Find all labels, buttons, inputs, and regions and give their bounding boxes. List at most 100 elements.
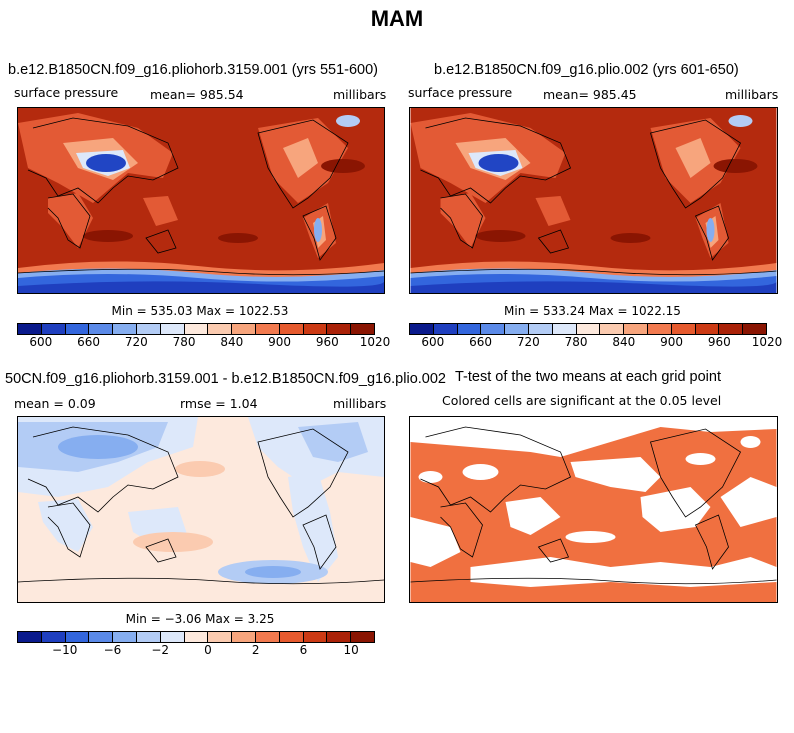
colorbar-swatch — [695, 324, 720, 334]
panel2-map-svg — [410, 108, 777, 293]
panel4-title: T-test of the two means at each grid poi… — [455, 369, 721, 385]
panel3-map — [17, 416, 385, 603]
panel2-units-label: millibars — [725, 87, 779, 102]
colorbar-tick-label: 660 — [77, 335, 101, 349]
panel3-colorbar-ticks: −10 −6 −2 0 2 6 10 — [17, 643, 375, 659]
colorbar-tick-label: 720 — [516, 335, 540, 349]
panel3-mean-label: mean = 0.09 — [14, 396, 96, 411]
colorbar-swatch — [647, 324, 672, 334]
colorbar-swatch — [303, 632, 328, 642]
colorbar-tick-label: −10 — [52, 643, 78, 657]
colorbar-swatch — [18, 324, 42, 334]
colorbar-swatch — [113, 632, 137, 642]
panel2-colorbar-swatches — [409, 323, 767, 335]
colorbar-tick-label: 10 — [343, 643, 359, 657]
panel4-map-svg — [410, 417, 777, 602]
colorbar-swatch — [327, 324, 352, 334]
colorbar-swatch — [719, 324, 744, 334]
colorbar-tick-label: 2 — [251, 643, 260, 657]
colorbar-tick-label: 600 — [421, 335, 445, 349]
colorbar-swatch — [351, 632, 374, 642]
colorbar-tick-label: 720 — [124, 335, 148, 349]
colorbar-swatch — [481, 324, 506, 334]
colorbar-tick-label: 900 — [268, 335, 291, 349]
colorbar-tick-label: 780 — [172, 335, 196, 349]
colorbar-tick-label: 660 — [469, 335, 493, 349]
colorbar-swatch — [184, 632, 209, 642]
panel2-colorbar-ticks: 600 660 720 780 840 900 960 1020 — [409, 335, 782, 351]
colorbar-tick-label: −6 — [103, 643, 122, 657]
colorbar-swatch — [576, 324, 601, 334]
panel1-colorbar-ticks: 600 660 720 780 840 900 960 1020 — [17, 335, 390, 351]
panel3-colorbar-swatches — [17, 631, 375, 643]
panel3-units-label: millibars — [333, 396, 387, 411]
colorbar-swatch — [41, 324, 66, 334]
colorbar-tick-label: −2 — [151, 643, 170, 657]
panel2-variable-label: surface pressure — [408, 85, 513, 100]
colorbar-swatch — [208, 632, 233, 642]
colorbar-tick-label: 6 — [299, 643, 308, 657]
colorbar-swatch — [89, 324, 114, 334]
colorbar-swatch — [255, 632, 280, 642]
panel1-title: b.e12.B1850CN.f09_g16.pliohorb.3159.001 … — [8, 62, 379, 78]
colorbar-swatch — [41, 632, 66, 642]
colorbar-swatch — [279, 632, 304, 642]
panel1-units-label: millibars — [333, 87, 387, 102]
panel3-minmax: Min = −3.06 Max = 3.25 — [125, 612, 275, 626]
colorbar-tick-label: 1020 — [359, 335, 391, 349]
colorbar-swatch — [232, 632, 256, 642]
panel2-map — [409, 107, 778, 294]
colorbar-swatch — [624, 324, 648, 334]
colorbar-swatch — [160, 632, 185, 642]
colorbar-tick-label: 960 — [707, 335, 731, 349]
colorbar-tick-label: 840 — [220, 335, 244, 349]
colorbar-swatch — [255, 324, 280, 334]
panel1-colorbar-swatches — [17, 323, 375, 335]
panel1-mean-label: mean= 985.54 — [150, 87, 244, 102]
colorbar-swatch — [160, 324, 185, 334]
colorbar-swatch — [113, 324, 137, 334]
colorbar-swatch — [136, 632, 161, 642]
colorbar-tick-label: 900 — [660, 335, 683, 349]
panel2-minmax: Min = 533.24 Max = 1022.15 — [504, 304, 681, 318]
panel2-mean-label: mean= 985.45 — [543, 87, 637, 102]
colorbar-swatch — [457, 324, 482, 334]
colorbar-swatch — [279, 324, 304, 334]
colorbar-swatch — [552, 324, 577, 334]
colorbar-swatch — [505, 324, 529, 334]
colorbar-tick-label: 840 — [612, 335, 636, 349]
colorbar-swatch — [600, 324, 625, 334]
colorbar-swatch — [65, 632, 90, 642]
panel3-map-svg — [18, 417, 384, 602]
colorbar-swatch — [743, 324, 766, 334]
colorbar-swatch — [671, 324, 696, 334]
colorbar-swatch — [327, 632, 352, 642]
panel3-rmse-label: rmse = 1.04 — [180, 396, 258, 411]
panel1-variable-label: surface pressure — [14, 85, 119, 100]
panel2-colorbar: 600 660 720 780 840 900 960 1020 — [409, 323, 782, 351]
panel1-map — [17, 107, 385, 294]
colorbar-tick-label: 960 — [315, 335, 339, 349]
colorbar-tick-label: 1020 — [751, 335, 783, 349]
colorbar-swatch — [136, 324, 161, 334]
panel1-map-svg — [18, 108, 384, 293]
panel4-map — [409, 416, 778, 603]
panel3-title: 50CN.f09_g16.pliohorb.3159.001 - b.e12.B… — [5, 371, 446, 387]
panel1-colorbar: 600 660 720 780 840 900 960 1020 — [17, 323, 390, 351]
colorbar-swatch — [89, 632, 114, 642]
panel4-subtitle: Colored cells are significant at the 0.0… — [442, 393, 722, 408]
colorbar-tick-label: 780 — [564, 335, 588, 349]
colorbar-swatch — [410, 324, 434, 334]
panel2-title: b.e12.B1850CN.f09_g16.plio.002 (yrs 601-… — [434, 62, 739, 78]
colorbar-swatch — [232, 324, 256, 334]
colorbar-swatch — [433, 324, 458, 334]
colorbar-tick-label: 600 — [29, 335, 53, 349]
colorbar-swatch — [208, 324, 233, 334]
figure-title: MAM — [370, 6, 424, 31]
colorbar-swatch — [528, 324, 553, 334]
colorbar-swatch — [18, 632, 42, 642]
colorbar-tick-label: 0 — [204, 643, 212, 657]
colorbar-swatch — [303, 324, 328, 334]
colorbar-swatch — [184, 324, 209, 334]
panel1-minmax: Min = 535.03 Max = 1022.53 — [111, 304, 289, 318]
